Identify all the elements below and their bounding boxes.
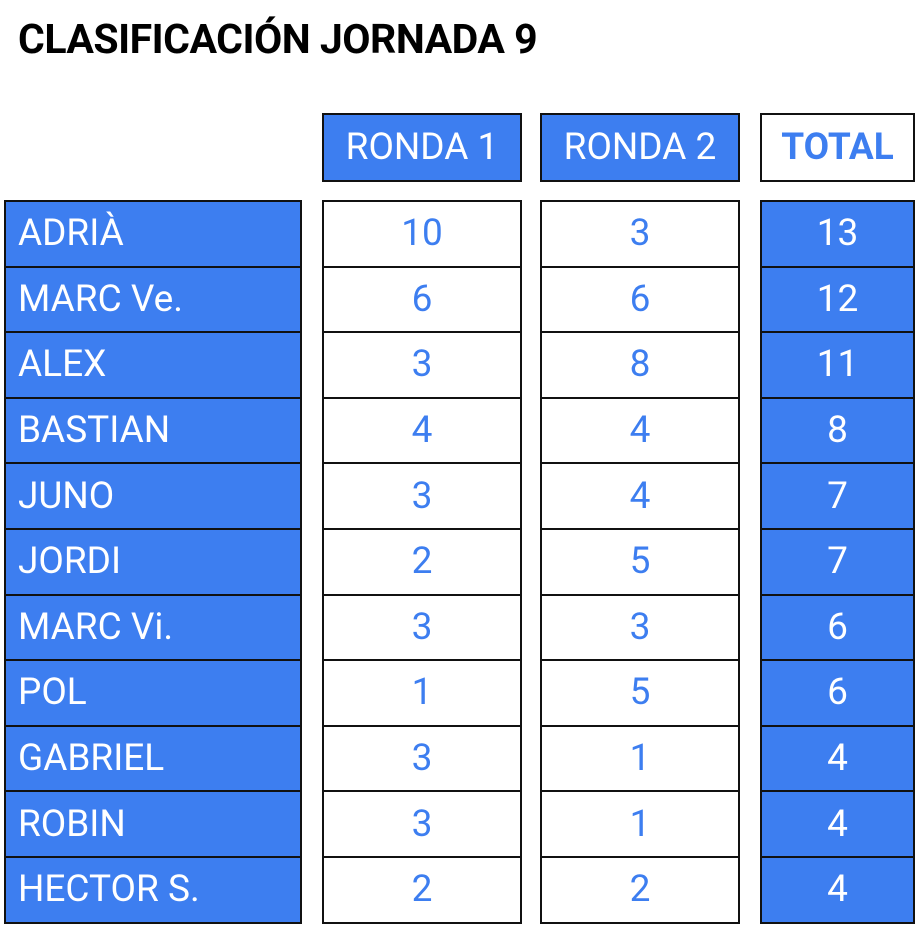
- player-name: MARC Ve.: [4, 265, 302, 334]
- column-header: TOTAL: [760, 113, 915, 182]
- player-name: ALEX: [4, 331, 302, 399]
- total-score: 12: [760, 265, 915, 334]
- total-score: 4: [760, 724, 915, 793]
- player-name: ADRIÀ: [4, 200, 302, 268]
- round-score: 8: [540, 331, 740, 399]
- player-name: MARC Vi.: [4, 593, 302, 662]
- round-score: 4: [322, 396, 522, 465]
- round-score: 1: [540, 790, 740, 858]
- round-score: 3: [322, 593, 522, 662]
- player-name: ROBIN: [4, 790, 302, 858]
- player-name: GABRIEL: [4, 724, 302, 793]
- round-score: 3: [322, 790, 522, 858]
- round-score: 4: [540, 396, 740, 465]
- round-score: 6: [322, 265, 522, 334]
- title: CLASIFICACIÓN JORNADA 9: [18, 16, 538, 64]
- round-score: 3: [322, 331, 522, 399]
- player-name: POL: [4, 659, 302, 727]
- player-name: HECTOR S.: [4, 856, 302, 924]
- round-score: 6: [540, 265, 740, 334]
- round-score: 2: [540, 856, 740, 924]
- column-header: RONDA 1: [322, 113, 522, 182]
- round-score: 2: [322, 528, 522, 596]
- round-score: 2: [322, 856, 522, 924]
- total-score: 4: [760, 790, 915, 858]
- total-score: 11: [760, 331, 915, 399]
- round-score: 3: [540, 593, 740, 662]
- round-score: 5: [540, 659, 740, 727]
- player-name: JUNO: [4, 462, 302, 530]
- total-score: 6: [760, 593, 915, 662]
- round-score: 3: [322, 724, 522, 793]
- column-header: RONDA 2: [540, 113, 740, 182]
- round-score: 3: [540, 200, 740, 268]
- total-score: 7: [760, 528, 915, 596]
- player-name: JORDI: [4, 528, 302, 596]
- total-score: 7: [760, 462, 915, 530]
- total-score: 6: [760, 659, 915, 727]
- total-score: 8: [760, 396, 915, 465]
- round-score: 4: [540, 462, 740, 530]
- player-name: BASTIAN: [4, 396, 302, 465]
- round-score: 1: [540, 724, 740, 793]
- round-score: 5: [540, 528, 740, 596]
- total-score: 13: [760, 200, 915, 268]
- round-score: 10: [322, 200, 522, 268]
- round-score: 1: [322, 659, 522, 727]
- round-score: 3: [322, 462, 522, 530]
- total-score: 4: [760, 856, 915, 924]
